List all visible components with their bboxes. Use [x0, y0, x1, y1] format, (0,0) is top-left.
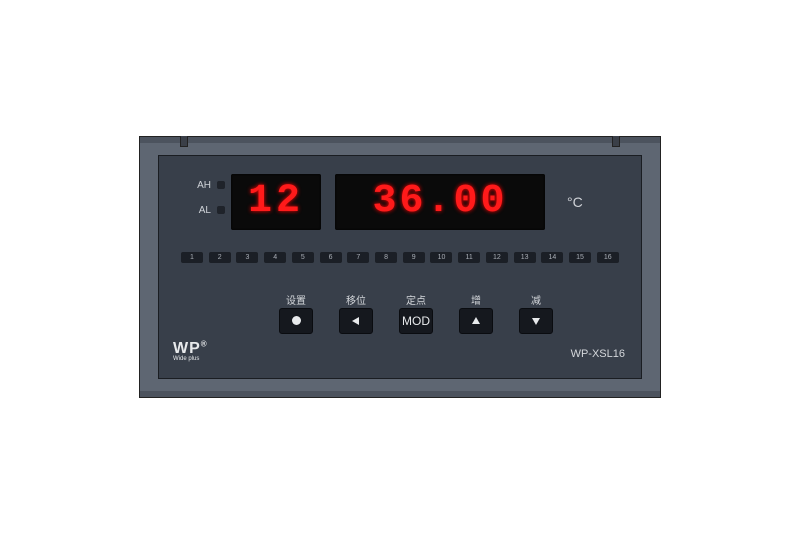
brand-logo: WP® Wide plus	[173, 339, 208, 361]
alarm-indicators: AH AL	[193, 180, 225, 216]
channel-indicator-1: 1	[181, 252, 203, 263]
button-key-down[interactable]	[519, 308, 553, 334]
button-label: 增	[471, 292, 481, 304]
value-display: 36.00	[335, 174, 545, 230]
channel-indicator-16: 16	[597, 252, 619, 263]
button-group-3: 增	[459, 292, 493, 334]
brand-text: WP	[173, 340, 201, 357]
button-label: 设置	[286, 292, 306, 304]
device-face: AH AL 12 36.00 °C 1234567891011121314151…	[158, 155, 642, 379]
device-bezel: AH AL 12 36.00 °C 1234567891011121314151…	[139, 136, 661, 398]
channel-display: 12	[231, 174, 321, 230]
alarm-low-label: AL	[193, 205, 211, 216]
button-key-up[interactable]	[459, 308, 493, 334]
channel-indicator-row: 12345678910111213141516	[181, 252, 619, 263]
button-group-1: 移位	[339, 292, 373, 334]
channel-indicator-3: 3	[236, 252, 258, 263]
channel-indicator-9: 9	[403, 252, 425, 263]
channel-indicator-7: 7	[347, 252, 369, 263]
button-row: 设置 移位 定点 MOD 增 减	[279, 292, 553, 334]
button-group-4: 减	[519, 292, 553, 334]
channel-indicator-15: 15	[569, 252, 591, 263]
channel-indicator-11: 11	[458, 252, 480, 263]
button-label: 减	[531, 292, 541, 304]
button-label: 移位	[346, 292, 366, 304]
channel-indicator-5: 5	[292, 252, 314, 263]
button-key-MOD[interactable]: MOD	[399, 308, 433, 334]
unit-label: °C	[567, 194, 583, 210]
channel-indicator-2: 2	[209, 252, 231, 263]
button-group-0: 设置	[279, 292, 313, 334]
brand-reg: ®	[201, 339, 208, 348]
button-group-2: 定点 MOD	[399, 292, 433, 334]
button-label: 定点	[406, 292, 426, 304]
alarm-high-label: AH	[193, 180, 211, 191]
channel-indicator-10: 10	[430, 252, 452, 263]
channel-indicator-8: 8	[375, 252, 397, 263]
display-row: 12 36.00 °C	[231, 174, 583, 230]
channel-indicator-4: 4	[264, 252, 286, 263]
alarm-low-indicator: AL	[193, 205, 225, 216]
channel-indicator-6: 6	[320, 252, 342, 263]
alarm-low-led	[217, 206, 225, 214]
alarm-high-indicator: AH	[193, 180, 225, 191]
model-label: WP-XSL16	[571, 348, 625, 360]
channel-indicator-12: 12	[486, 252, 508, 263]
alarm-high-led	[217, 181, 225, 189]
channel-indicator-14: 14	[541, 252, 563, 263]
channel-indicator-13: 13	[514, 252, 536, 263]
button-key-circle[interactable]	[279, 308, 313, 334]
button-key-left[interactable]	[339, 308, 373, 334]
